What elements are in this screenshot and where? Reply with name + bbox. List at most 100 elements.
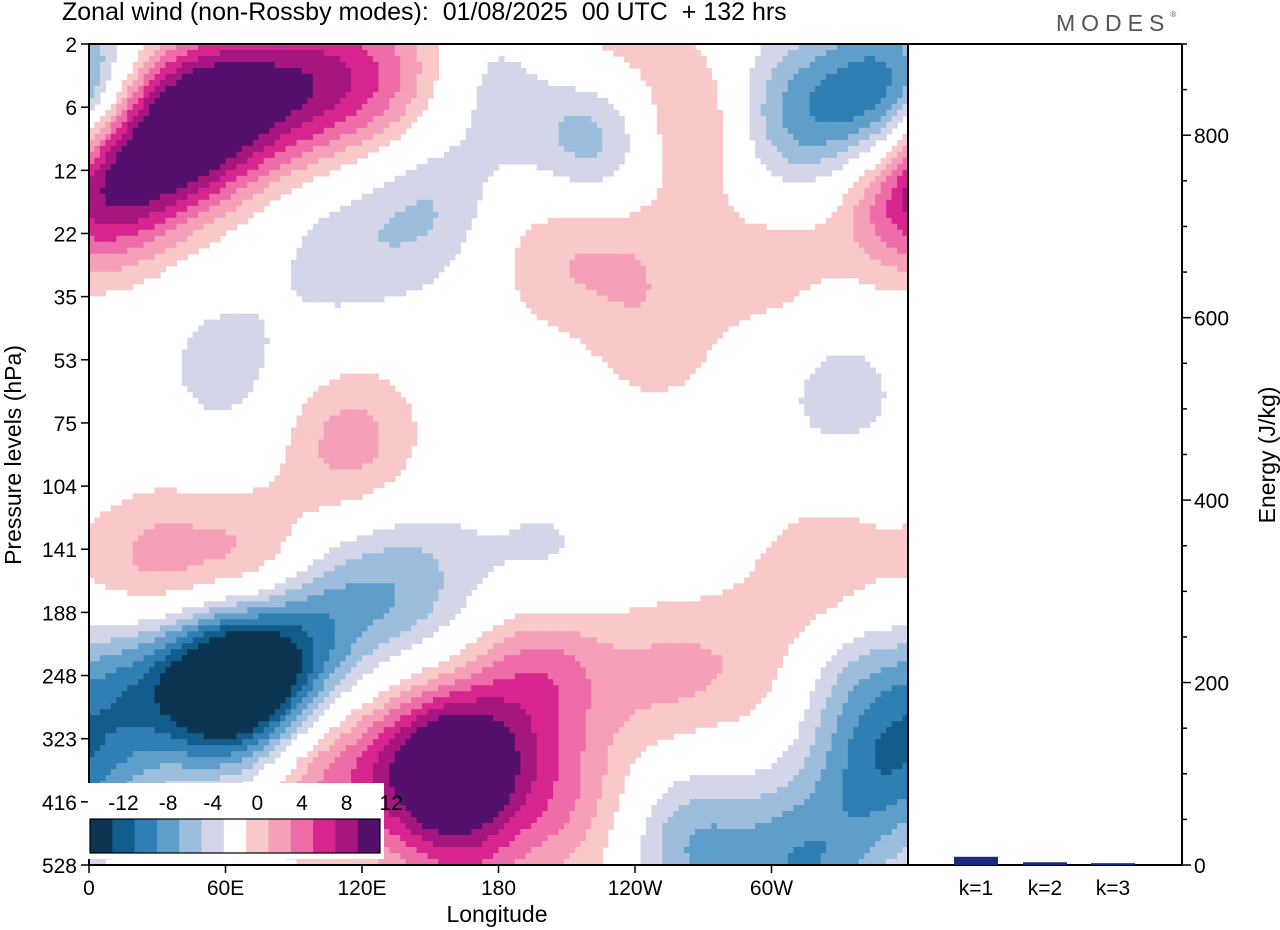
heat-cell	[405, 199, 412, 207]
heat-cell	[602, 115, 609, 123]
heat-cell	[214, 91, 221, 99]
heat-cell	[252, 44, 259, 51]
heat-cell	[340, 295, 347, 303]
heat-cell	[334, 133, 341, 141]
heat-cell	[89, 157, 96, 165]
heat-cell	[307, 157, 314, 165]
heat-cell	[181, 73, 188, 81]
heat-cell	[667, 223, 674, 231]
heat-cell	[356, 217, 363, 225]
heat-cell	[684, 181, 691, 189]
heat-cell	[542, 151, 549, 159]
heat-cell	[334, 91, 341, 99]
heat-cell	[301, 44, 308, 51]
heat-cell	[94, 241, 101, 249]
heat-cell	[826, 253, 833, 261]
heat-cell	[684, 133, 691, 141]
heat-cell	[787, 121, 794, 129]
heat-cell	[154, 199, 161, 207]
heat-cell	[525, 259, 532, 267]
heat-cell	[793, 73, 800, 81]
heat-cell	[711, 205, 718, 213]
heat-cell	[558, 301, 565, 309]
heat-cell	[602, 277, 609, 285]
heat-cell	[531, 133, 538, 141]
heat-cell	[394, 97, 401, 105]
heat-cell	[553, 163, 560, 171]
heat-cell	[591, 103, 598, 111]
heat-cell	[662, 85, 669, 93]
heat-cell	[553, 247, 560, 255]
heat-cell	[416, 265, 423, 273]
heat-cell	[460, 217, 467, 225]
heat-cell	[684, 331, 691, 339]
heat-cell	[241, 115, 248, 123]
heat-cell	[673, 325, 680, 333]
heat-cell	[869, 247, 876, 255]
heat-cell	[372, 277, 379, 285]
heat-cell	[585, 175, 592, 183]
heat-cell	[230, 193, 238, 201]
heat-cell	[203, 175, 210, 183]
heat-cell	[312, 61, 319, 69]
heat-cell	[274, 73, 281, 81]
heat-cell	[902, 277, 908, 285]
heat-cell	[394, 187, 401, 195]
heat-cell	[891, 61, 898, 69]
heat-cell	[820, 241, 827, 249]
heat-cell	[312, 283, 319, 291]
heat-cell	[269, 115, 276, 123]
heat-cell	[585, 115, 592, 123]
heat-cell	[667, 49, 674, 57]
heat-cell	[225, 193, 232, 201]
heat-cell	[394, 61, 401, 69]
heat-cell	[389, 49, 396, 57]
heat-cell	[678, 175, 685, 183]
heat-cell	[149, 133, 156, 141]
heat-cell	[154, 85, 161, 93]
heat-cell	[564, 97, 571, 105]
heat-cell	[351, 259, 358, 267]
heat-cell	[323, 91, 330, 99]
heat-cell	[307, 145, 314, 153]
heat-cell	[782, 133, 789, 141]
heat-cell	[520, 97, 527, 105]
heat-cell	[329, 211, 336, 219]
heat-cell	[815, 55, 822, 63]
heat-cell	[662, 175, 669, 183]
heat-cell	[536, 91, 543, 99]
heat-cell	[640, 301, 647, 309]
heat-cell	[301, 127, 308, 135]
heat-cell	[449, 151, 456, 159]
heat-cell	[362, 253, 369, 261]
heat-cell	[110, 223, 117, 231]
heat-cell	[695, 79, 702, 87]
heat-cell	[389, 61, 396, 69]
heat-cell	[705, 157, 713, 165]
heat-cell	[99, 121, 106, 129]
heat-cell	[837, 205, 844, 213]
heat-cell	[831, 67, 838, 75]
heat-cell	[776, 79, 784, 87]
heat-cell	[214, 325, 221, 333]
heat-cell	[837, 229, 844, 237]
heat-cell	[493, 115, 500, 123]
heat-cell	[607, 235, 614, 243]
heat-cell	[367, 85, 374, 93]
heat-cell	[405, 277, 412, 285]
heat-cell	[678, 79, 685, 87]
heat-cell	[340, 85, 347, 93]
heat-cell	[684, 199, 691, 207]
heat-cell	[514, 247, 521, 255]
heat-cell	[220, 199, 227, 207]
heat-cell	[553, 97, 560, 105]
heat-cell	[525, 271, 532, 279]
heat-cell	[596, 223, 603, 231]
heat-cell	[110, 55, 117, 63]
heat-cell	[329, 265, 336, 273]
heat-cell	[225, 199, 232, 207]
heat-cell	[220, 44, 227, 51]
heat-cell	[869, 73, 876, 81]
heat-cell	[121, 199, 128, 207]
heat-cell	[312, 55, 319, 63]
